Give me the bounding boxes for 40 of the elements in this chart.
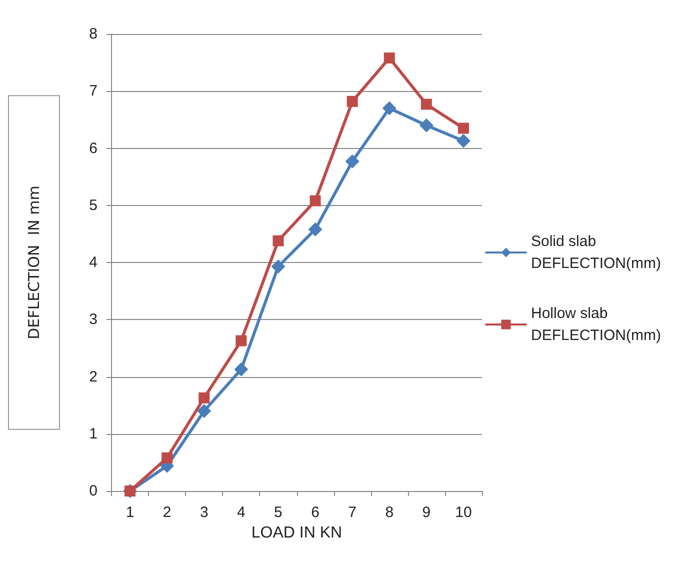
x-tick-label: 10 [455, 504, 472, 521]
x-tick-label: 4 [237, 504, 246, 521]
legend-label: Hollow slab DEFLECTION(mm) [531, 305, 661, 344]
y-tick-label: 5 [89, 196, 98, 214]
point [346, 96, 358, 107]
point [236, 335, 247, 346]
point [345, 154, 360, 168]
y-tick-label: 3 [89, 311, 98, 328]
y-tick-label: 1 [89, 425, 98, 442]
point [384, 52, 395, 64]
point [234, 362, 248, 376]
point [198, 392, 210, 404]
x-tick-label: 1 [126, 504, 134, 521]
point [310, 195, 321, 206]
legend-label: Solid slab DEFLECTION(mm) [531, 233, 661, 272]
point [456, 134, 470, 148]
x-tick-label: 5 [274, 504, 282, 521]
point [419, 118, 434, 132]
y-axis-title: DEFLECTION IN mm [25, 186, 43, 340]
x-tick-label: 9 [422, 504, 431, 521]
x-tick-label: 3 [200, 504, 208, 521]
x-tick-label: 6 [311, 504, 320, 521]
x-tick-label: 7 [348, 504, 356, 521]
y-tick-label: 7 [89, 82, 98, 100]
y-tick-label: 2 [89, 368, 98, 386]
point [197, 404, 212, 418]
y-tick-label: 0 [89, 482, 98, 500]
point [272, 235, 284, 246]
x-axis-title: LOAD IN KN [251, 524, 342, 542]
x-tick-label: 2 [162, 504, 172, 521]
point [458, 122, 469, 134]
y-tick-label: 4 [89, 254, 98, 271]
point [271, 260, 286, 274]
point [162, 452, 173, 464]
point [420, 98, 432, 110]
x-tick-label: 8 [385, 504, 394, 521]
y-tick-label: 8 [89, 26, 98, 42]
point [308, 222, 322, 236]
point [382, 101, 396, 116]
y-tick-label: 6 [89, 140, 98, 157]
